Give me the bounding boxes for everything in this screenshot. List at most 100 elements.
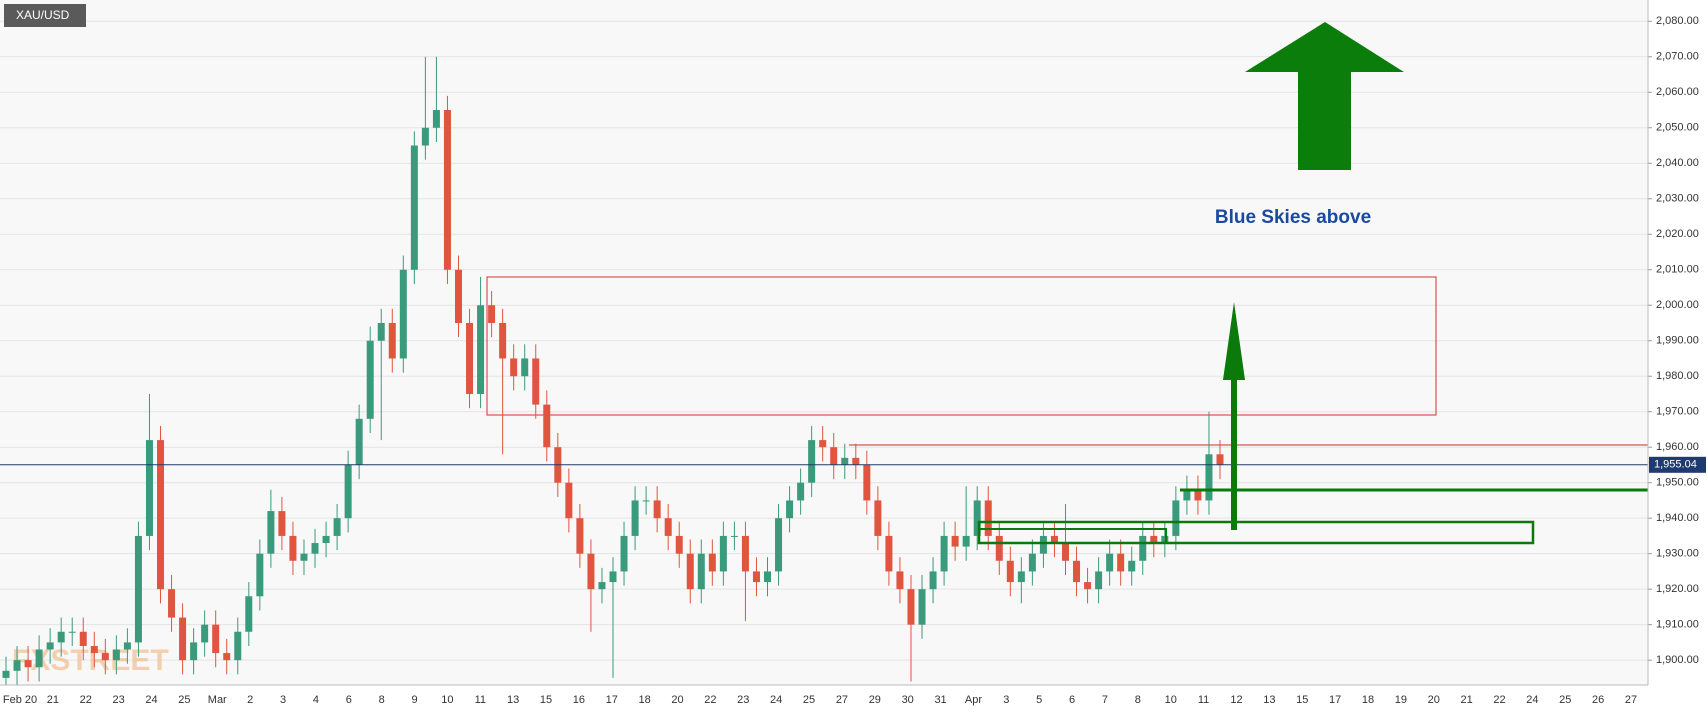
y-tick-label: 1,960.00: [1656, 441, 1699, 453]
candle-body: [13, 660, 21, 671]
candle-body: [123, 642, 131, 650]
candle-body: [697, 553, 705, 590]
candle-body: [521, 358, 529, 377]
x-tick-label: 15: [540, 694, 552, 706]
x-tick-label: 7: [1102, 694, 1108, 706]
candle-body: [896, 571, 904, 590]
candle-body: [918, 589, 926, 625]
plot-background: [0, 0, 1648, 685]
candle-body: [46, 642, 54, 650]
x-tick-label: 25: [1559, 694, 1571, 706]
candle-body: [675, 535, 683, 554]
candle-body: [973, 500, 981, 536]
candle-body: [819, 440, 827, 448]
candle-body: [620, 535, 628, 572]
candle-body: [730, 535, 738, 537]
x-tick-label: 13: [1263, 694, 1275, 706]
candle-body: [1050, 535, 1058, 544]
candle-body: [212, 624, 220, 654]
candle-body: [1139, 535, 1147, 561]
x-tick-label: 31: [934, 694, 946, 706]
candle-body: [466, 322, 474, 394]
candle-body: [940, 535, 948, 572]
x-tick-label: Apr: [965, 694, 982, 706]
candle-body: [245, 596, 253, 632]
candle-body: [24, 660, 32, 668]
y-tick-label: 1,930.00: [1656, 548, 1699, 560]
candle-body: [708, 553, 716, 572]
candle-body: [355, 418, 363, 465]
chart-title: XAU/USD: [16, 8, 70, 22]
candle-body: [951, 535, 959, 547]
symbol-box: [4, 4, 86, 27]
candle-body: [995, 535, 1003, 561]
candle-body: [179, 617, 187, 661]
grid: [0, 20, 1648, 661]
candle-body: [598, 582, 606, 590]
annotation: Blue Skies above: [1215, 207, 1371, 228]
candle-body: [863, 464, 871, 501]
x-tick-label: 3: [280, 694, 286, 706]
x-tick-label: 18: [639, 694, 651, 706]
x-tick-label: 15: [1296, 694, 1308, 706]
x-tick-label: 8: [1135, 694, 1141, 706]
watermark: FXSTREET: [12, 644, 169, 677]
candle-body: [410, 145, 418, 270]
candle-body: [454, 269, 462, 323]
x-tick-label: 12: [1230, 694, 1242, 706]
candle-body: [190, 642, 198, 661]
candle-body: [388, 322, 396, 359]
candle-body: [1117, 553, 1125, 572]
y-tick-label: 2,060.00: [1656, 86, 1699, 98]
candle-body: [565, 482, 573, 519]
candle-body: [101, 653, 109, 661]
x-tick-label: 26: [1592, 694, 1604, 706]
candle-body: [587, 553, 595, 590]
x-tick-label: Feb 20: [3, 694, 37, 706]
x-tick-label: 24: [1526, 694, 1538, 706]
x-tick-label: 3: [1003, 694, 1009, 706]
resistance-box: [486, 276, 1437, 416]
x-tick-label: 4: [313, 694, 319, 706]
candle-body: [1073, 560, 1081, 583]
candle-body: [852, 457, 860, 465]
candle-body: [267, 511, 275, 554]
x-tick-label: 16: [573, 694, 585, 706]
x-tick-label: 2: [247, 694, 253, 706]
axes: 1,900.00 1,910.00 1,920.00 1,930.00 1,940.00…: [3, 15, 1706, 706]
last-price-box: [1649, 456, 1706, 473]
candle-body: [631, 500, 639, 536]
x-tick-label: 23: [737, 694, 749, 706]
y-tick-label: 2,030.00: [1656, 193, 1699, 205]
candle-body: [1084, 582, 1092, 590]
candle-body: [35, 649, 43, 668]
candle-body: [112, 649, 120, 661]
candle-body: [764, 571, 772, 583]
candle-body: [1028, 553, 1036, 572]
candle-body: [1039, 535, 1047, 554]
candle-body: [1061, 543, 1069, 561]
candle-body: [443, 110, 451, 270]
candle-body: [775, 518, 783, 572]
candle-body: [1161, 535, 1169, 544]
x-tick-label: 21: [1460, 694, 1472, 706]
candle-body: [532, 358, 540, 405]
x-tick-label: 25: [178, 694, 190, 706]
x-tick-label: 6: [346, 694, 352, 706]
small-arrow-head: [1223, 302, 1245, 380]
y-tick-label: 2,000.00: [1656, 299, 1699, 311]
candle-body: [1017, 571, 1025, 583]
candle-body: [830, 447, 838, 465]
candle-body: [344, 464, 352, 519]
candle-body: [576, 518, 584, 554]
candle-body: [1216, 454, 1224, 465]
x-tick-label: 11: [475, 694, 486, 706]
candle-body: [366, 340, 374, 419]
x-tick-label: 9: [411, 694, 417, 706]
candle-body: [741, 535, 749, 572]
x-tick-label: 29: [869, 694, 881, 706]
candle-body: [333, 518, 341, 536]
candle-body: [510, 358, 518, 377]
candle-body: [145, 440, 153, 536]
